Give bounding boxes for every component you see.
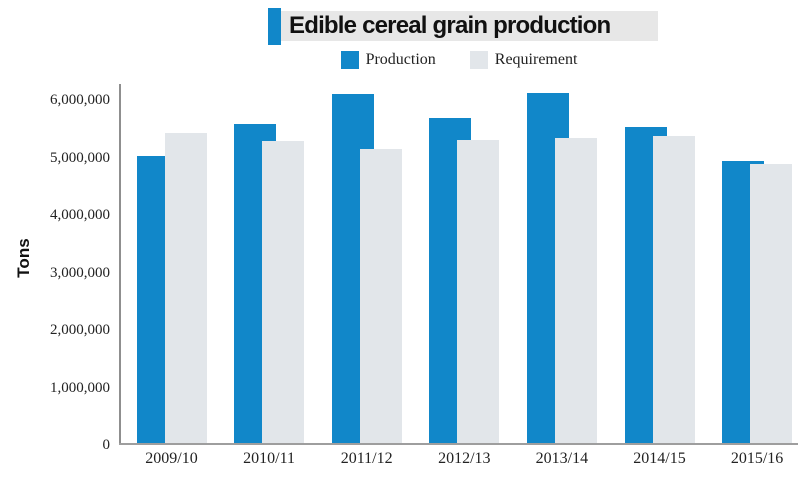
legend: Production Requirement — [119, 50, 799, 70]
y-tick-label: 1,000,000 — [50, 379, 110, 396]
production-swatch-icon — [340, 51, 359, 69]
x-tick-label: 2009/10 — [145, 450, 198, 467]
y-tick-label: 4,000,000 — [50, 207, 110, 223]
title-accent-marker-icon — [268, 8, 281, 45]
bar-requirement-2015-16 — [750, 164, 793, 445]
legend-label-production: Production — [365, 51, 436, 68]
bar-requirement-2014-15 — [652, 136, 695, 445]
bar-requirement-2013-14 — [554, 137, 597, 445]
bar-requirement-2011-12 — [359, 149, 402, 445]
y-axis-line — [119, 84, 121, 445]
legend-label-requirement: Requirement — [494, 51, 578, 68]
x-tick-label: 2014/15 — [633, 450, 686, 467]
y-tick-label: 6,000,000 — [50, 92, 110, 108]
requirement-swatch-icon — [469, 51, 488, 69]
x-tick-label: 2012/13 — [438, 450, 491, 467]
x-tick-label: 2010/11 — [243, 450, 296, 467]
y-tick-label: 2,000,000 — [50, 322, 110, 338]
x-tick-label: 2011/12 — [340, 450, 393, 467]
legend-item-requirement: Requirement — [469, 51, 578, 69]
y-tick-label: 0 — [102, 437, 111, 453]
y-tick-label: 5,000,000 — [50, 149, 110, 166]
bar-requirement-2010-11 — [262, 141, 305, 445]
x-axis-line — [119, 443, 798, 445]
bar-requirement-2012-13 — [457, 140, 500, 445]
chart-title: Edible cereal grain production — [289, 12, 611, 39]
x-tick-label: 2015/16 — [730, 450, 784, 467]
x-tick-label: 2013/14 — [535, 450, 589, 467]
bar-requirement-2009-10 — [164, 133, 207, 445]
chart-title-band — [268, 11, 658, 41]
legend-item-production: Production — [340, 51, 436, 69]
y-tick-label: 3,000,000 — [50, 264, 110, 281]
